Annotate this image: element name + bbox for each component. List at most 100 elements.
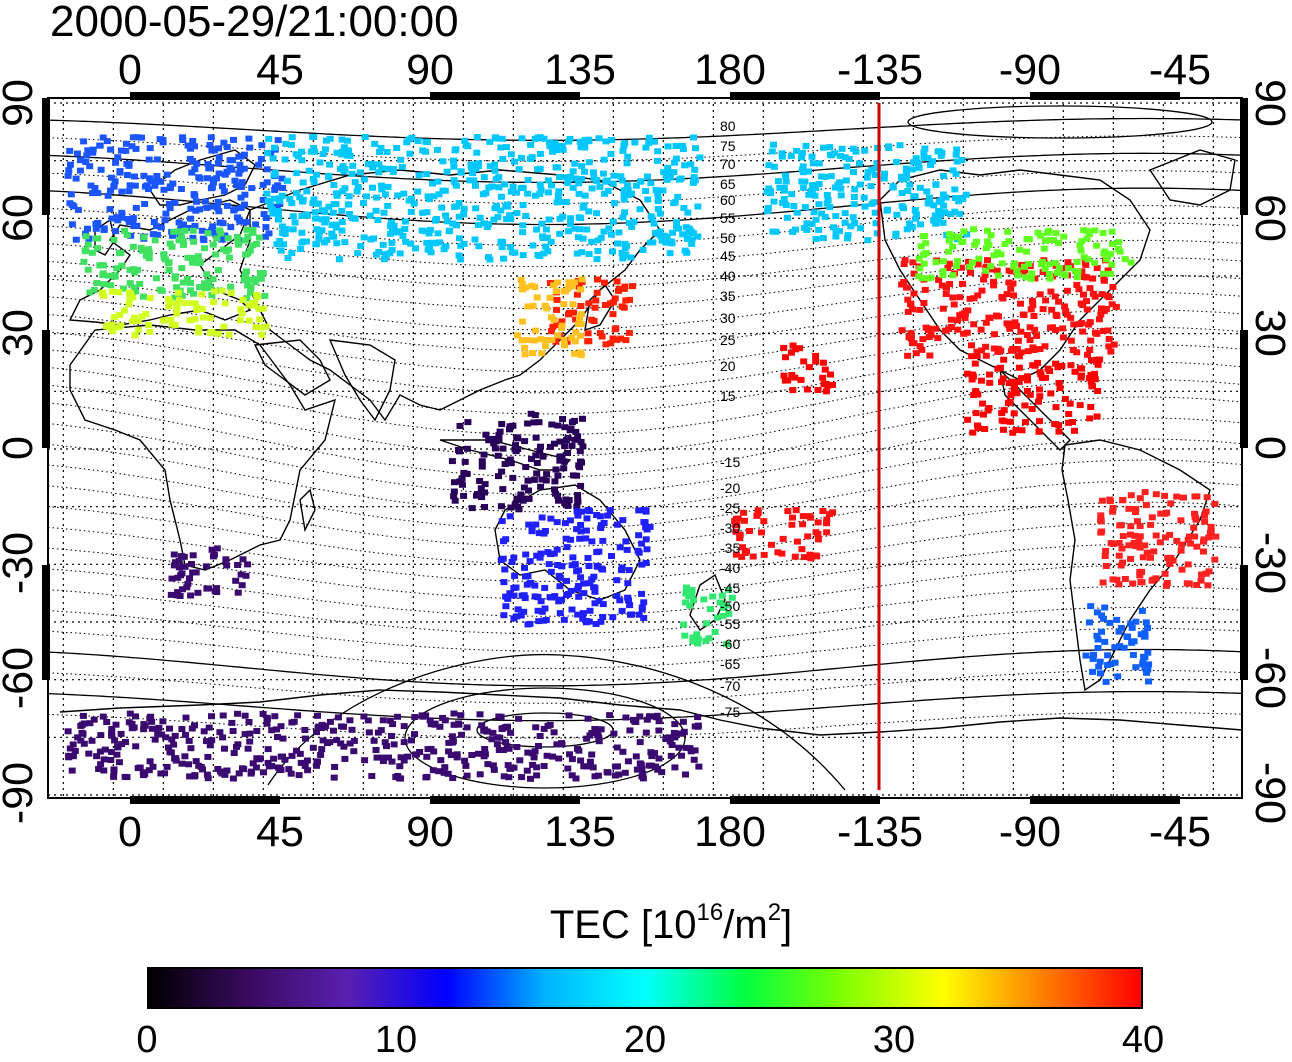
tec-pixel [302, 735, 309, 742]
tec-pixel [1069, 347, 1077, 353]
tec-pixel [602, 302, 609, 308]
tec-pixel [553, 296, 561, 303]
tec-pixel [126, 266, 134, 273]
tec-pixel [502, 724, 510, 730]
tec-pixel [1064, 259, 1072, 266]
tec-pixel [556, 198, 564, 205]
tec-pixel [681, 247, 689, 254]
tec-pixel [482, 190, 490, 197]
tec-pixel [100, 756, 108, 763]
tec-pixel [1205, 568, 1213, 575]
tec-pixel [100, 227, 108, 233]
tec-pixel [422, 774, 430, 781]
tec-pixel [193, 198, 200, 205]
tec-pixel [288, 250, 296, 256]
tec-pixel [434, 178, 442, 185]
tec-pixel [655, 727, 663, 734]
tec-pixel [741, 517, 748, 524]
tec-pixel [260, 769, 267, 776]
lon-tick-label: 135 [544, 808, 616, 856]
tec-pixel [935, 276, 943, 283]
tec-pixel [567, 536, 575, 543]
tec-pixel [379, 754, 386, 761]
tec-pixel [984, 257, 991, 264]
tec-pixel [386, 717, 394, 724]
tec-pixel [640, 615, 648, 621]
tec-pixel [354, 250, 362, 257]
tec-pixel [1023, 332, 1031, 338]
tec-pixel [72, 175, 80, 182]
tec-pixel [569, 301, 577, 308]
tec-pixel [1086, 347, 1094, 353]
tec-pixel [175, 219, 183, 226]
tec-pixel [485, 437, 493, 444]
tec-pixel [638, 540, 646, 547]
tec-pixel [511, 249, 519, 256]
tec-pixel [1099, 230, 1107, 236]
tec-pixel [528, 455, 535, 462]
tec-pixel [982, 352, 990, 359]
tec-pixel [555, 497, 562, 504]
tec-pixel [560, 336, 568, 343]
tec-pixel [314, 200, 322, 207]
tec-pixel [332, 201, 340, 208]
tec-pixel [207, 185, 215, 192]
tec-pixel [963, 329, 971, 336]
tec-pixel [495, 436, 503, 443]
tec-pixel [201, 198, 209, 205]
tec-pixel [126, 295, 134, 302]
tec-pixel [585, 138, 593, 145]
tec-pixel [827, 371, 834, 378]
tec-pixel [188, 300, 196, 307]
tec-pixel [122, 739, 129, 745]
tec-pixel [1079, 328, 1087, 335]
tec-pixel [656, 210, 664, 217]
tec-pixel [1013, 323, 1020, 329]
tec-pixel [817, 173, 825, 180]
tec-pixel [220, 139, 228, 146]
tec-pixel [551, 478, 559, 485]
tec-pixel [575, 180, 583, 187]
tec-pixel [934, 335, 942, 342]
tec-pixel [281, 156, 289, 163]
tec-pixel [110, 773, 118, 780]
tec-pixel [815, 160, 823, 167]
tec-pixel [400, 190, 408, 197]
tec-pixel [291, 219, 299, 226]
tec-pixel [841, 154, 849, 161]
mlat-contour [48, 459, 1242, 530]
tec-pixel [481, 751, 489, 758]
tec-pixel [545, 216, 553, 223]
tec-pixel [356, 169, 364, 176]
tec-pixel [203, 175, 211, 182]
tec-pixel [915, 164, 923, 171]
tec-pixel [175, 564, 183, 571]
tec-pixel [572, 775, 580, 782]
tec-pixel [531, 748, 539, 755]
tec-pixel [538, 350, 546, 357]
tec-pixel [257, 275, 265, 282]
tec-pixel [1130, 540, 1138, 546]
tec-pixel [97, 761, 105, 768]
tec-pixel [654, 148, 662, 155]
tec-pixel [205, 724, 213, 731]
tec-pixel [694, 233, 702, 240]
tec-pixel [614, 240, 621, 247]
tec-pixel [1152, 491, 1160, 498]
tec-pixel [348, 726, 356, 733]
tec-pixel [673, 223, 680, 230]
tec-pixel [268, 727, 276, 734]
tec-pixel [688, 236, 696, 243]
tec-pixel [132, 145, 140, 152]
tec-pixel [532, 724, 540, 731]
tec-pixel [510, 615, 518, 622]
tec-pixel [596, 183, 604, 190]
tec-pixel [1117, 522, 1125, 529]
tec-pixel [973, 348, 981, 355]
tec-pixel [1067, 337, 1075, 344]
tec-pixel [130, 284, 138, 291]
tec-pixel [301, 727, 309, 733]
tec-pixel [791, 553, 799, 560]
tec-pixel [578, 176, 585, 182]
tec-pixel [902, 165, 910, 172]
